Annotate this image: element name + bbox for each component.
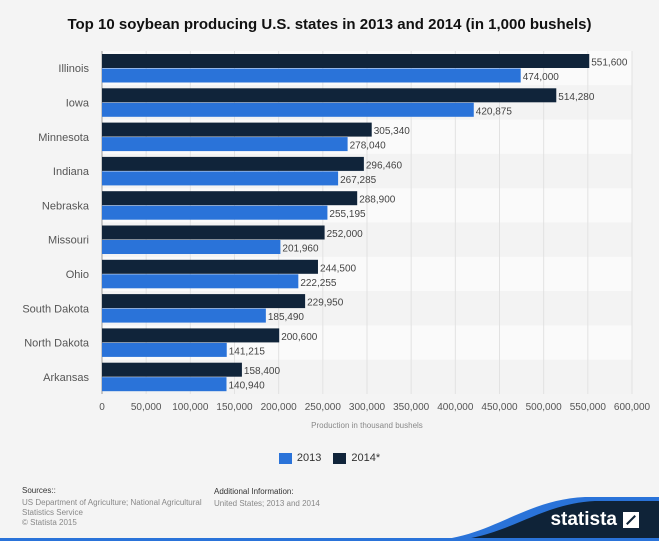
data-label-2014: 200,600 [281,332,318,343]
data-label-2014: 244,500 [320,263,357,274]
bar-2013-south-dakota [102,308,266,323]
bar-2014-missouri [102,225,325,240]
data-label-2014: 296,460 [366,160,403,171]
data-label-2013: 278,040 [350,141,387,152]
brand-text: statista [550,509,617,530]
statista-logo-icon [623,512,639,528]
legend-label-2014: 2014* [351,452,381,464]
bar-2013-ohio [102,274,299,289]
bar-2013-north-dakota [102,342,227,357]
data-label-2014: 551,600 [591,58,628,69]
bar-2014-nebraska [102,191,358,206]
bar-2014-iowa [102,88,557,103]
data-label-2013: 201,960 [282,244,319,255]
x-axis-label: Production in thousand bushels [311,421,423,430]
statista-logo[interactable]: statista [550,509,639,531]
bar-2014-illinois [102,54,590,68]
legend-label-2013: 2013 [296,452,322,464]
data-label-2013: 140,940 [228,381,265,392]
data-label-2014: 252,000 [327,229,364,240]
sources-block: Sources:: US Department of Agriculture; … [22,486,202,528]
category-label: Minnesota [38,132,90,144]
data-label-2014: 229,950 [307,298,344,309]
x-tick-label: 450,000 [481,402,518,413]
data-label-2013: 185,490 [268,312,305,323]
legend-swatch-2013 [278,452,292,464]
bar-2014-minnesota [102,122,372,137]
bar-2013-arkansas [102,377,227,392]
data-label-2014: 158,400 [244,366,281,377]
copyright: © Statista 2015 [22,518,77,527]
bar-2013-iowa [102,102,474,117]
legend: 2013 2014* [0,452,659,464]
category-label: Missouri [48,235,89,247]
data-label-2013: 420,875 [476,106,513,117]
bar-2013-indiana [102,171,339,186]
data-label-2014: 305,340 [374,126,411,137]
x-tick-label: 550,000 [570,402,607,413]
bar-2014-arkansas [102,362,242,377]
data-label-2013: 267,285 [340,175,377,186]
bar-2013-missouri [102,240,281,254]
category-label: Ohio [66,269,89,281]
bar-2014-indiana [102,156,364,171]
x-tick-label: 300,000 [349,402,386,413]
data-label-2013: 474,000 [523,72,560,83]
x-tick-label: 350,000 [393,402,430,413]
x-tick-label: 400,000 [437,402,474,413]
category-label: Arkansas [43,372,89,384]
category-label: Iowa [66,97,90,109]
x-tick-label: 50,000 [131,402,162,413]
category-label: North Dakota [24,338,90,350]
x-tick-label: 0 [99,402,105,413]
data-label-2014: 514,280 [558,92,595,103]
category-label: Illinois [58,63,89,75]
bar-2014-south-dakota [102,294,306,309]
x-tick-label: 150,000 [216,402,253,413]
x-tick-label: 250,000 [305,402,342,413]
data-label-2013: 255,195 [329,209,366,220]
data-label-2013: 222,255 [300,278,337,289]
data-label-2013: 141,215 [229,346,266,357]
x-tick-label: 100,000 [172,402,209,413]
bar-2013-nebraska [102,205,328,220]
sources-line-2: Statistics Service [22,508,83,517]
additional-info-text: United States; 2013 and 2014 [214,499,320,508]
legend-swatch-2014 [333,452,347,464]
bar-2013-illinois [102,68,521,83]
bar-2014-ohio [102,259,318,274]
x-tick-label: 600,000 [614,402,651,413]
sources-heading: Sources:: [22,486,56,495]
category-label: Indiana [53,166,90,178]
chart-title: Top 10 soybean producing U.S. states in … [67,16,592,33]
x-tick-label: 200,000 [261,402,298,413]
sources-line-1: US Department of Agriculture; National A… [22,498,202,507]
additional-info-heading: Additional Information: [214,487,294,496]
x-tick-label: 500,000 [526,402,563,413]
bar-2013-minnesota [102,137,348,152]
legend-item-2013[interactable]: 2013 [278,452,322,464]
category-label: Nebraska [42,200,90,212]
bar-2014-north-dakota [102,328,280,343]
data-label-2014: 288,900 [359,195,396,206]
legend-item-2014[interactable]: 2014* [333,452,380,464]
bar-chart: 551,600 474,000 Illinois 514,280 420,875 Iowa… [22,51,651,430]
additional-info-block: Additional Information: United States; 2… [214,487,320,509]
category-label: South Dakota [22,303,90,315]
